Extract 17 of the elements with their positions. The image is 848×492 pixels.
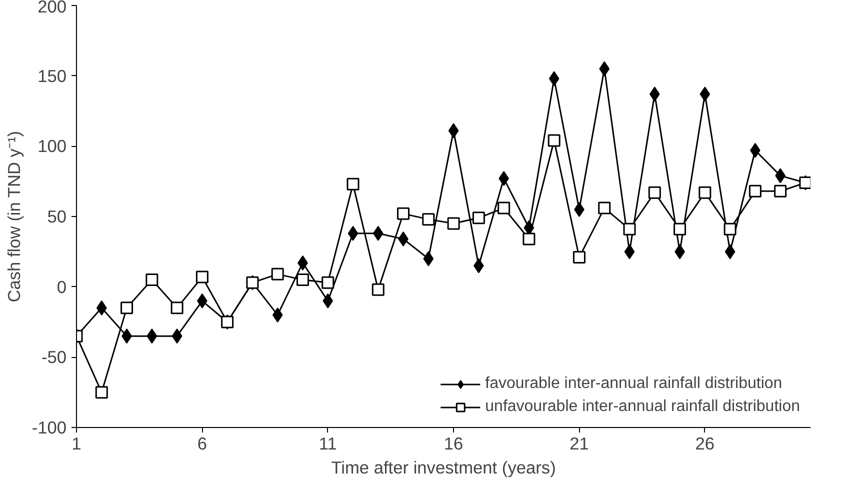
y-tick-label: 150	[38, 66, 67, 86]
x-tick-label: 26	[695, 434, 715, 454]
x-tick-label: 11	[318, 434, 337, 454]
y-tick-label: 100	[38, 136, 67, 156]
y-tick-label: -50	[41, 347, 66, 368]
x-tick-label: 21	[570, 434, 589, 454]
x-tick-label: 1	[72, 434, 82, 454]
y-tick-label: 200	[38, 0, 67, 16]
legend-label: favourable inter-annual rainfall distribution	[485, 375, 782, 393]
x-axis-title: Time after investment (years)	[331, 458, 556, 478]
y-axis-title: Cash flow (in TND y⁻¹)	[4, 131, 24, 302]
x-tick-label: 16	[444, 434, 464, 454]
y-tick-label: 50	[47, 206, 67, 226]
x-tick-label: 6	[197, 434, 208, 454]
y-tick-label: 0	[56, 276, 67, 297]
y-tick-label: -100	[32, 418, 67, 438]
legend-label: unfavourable inter-annual rainfall distribution	[485, 398, 800, 416]
